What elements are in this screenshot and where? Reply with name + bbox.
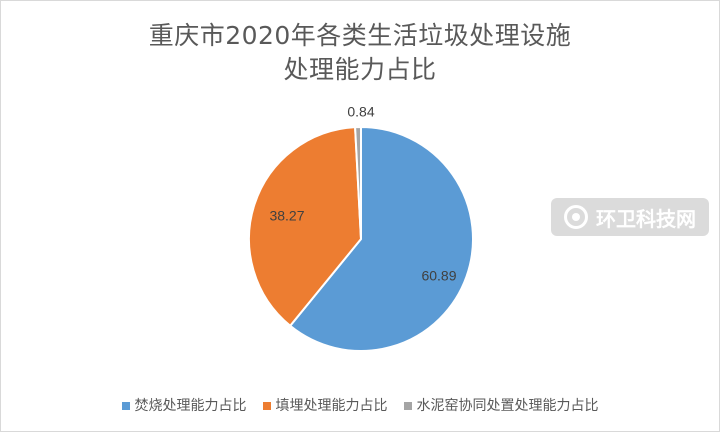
data-label-landfill: 38.27 [269,208,304,224]
pie-slice-cement-kiln [354,125,362,240]
chart-title-line-1: 重庆市2020年各类生活垃圾处理设施 [148,21,572,50]
watermark-text: 环卫科技网 [596,206,696,231]
pie-slice-incineration [288,125,474,352]
legend-swatch-landfill [262,402,271,410]
chart-title: 重庆市2020年各类生活垃圾处理设施 处理能力占比 [1,19,719,87]
legend-swatch-incineration [121,402,130,410]
watermark: 环卫科技网 [551,198,709,236]
pie-slices [248,125,474,352]
legend-item-cement-kiln: 水泥窑协同处置处理能力占比 [403,397,599,415]
legend-item-incineration: 焚烧处理能力占比 [121,397,247,415]
legend-swatch-cement-kiln [403,402,412,410]
legend-item-landfill: 填埋处理能力占比 [262,397,388,415]
data-label-cement-kiln: 0.84 [347,104,374,120]
pie-data-labels: 60.89 38.27 0.84 [269,104,456,284]
pie-slice-landfill [248,126,363,328]
legend-label-cement-kiln: 水泥窑协同处置处理能力占比 [416,398,599,414]
leaf-drop-icon [564,205,588,229]
data-label-incineration: 60.89 [421,268,456,284]
legend-label-landfill: 填埋处理能力占比 [275,398,388,414]
chart-legend: 焚烧处理能力占比 填埋处理能力占比 水泥窑协同处置处理能力占比 [1,397,719,415]
chart-title-line-2: 处理能力占比 [283,55,437,84]
legend-label-incineration: 焚烧处理能力占比 [134,398,247,414]
